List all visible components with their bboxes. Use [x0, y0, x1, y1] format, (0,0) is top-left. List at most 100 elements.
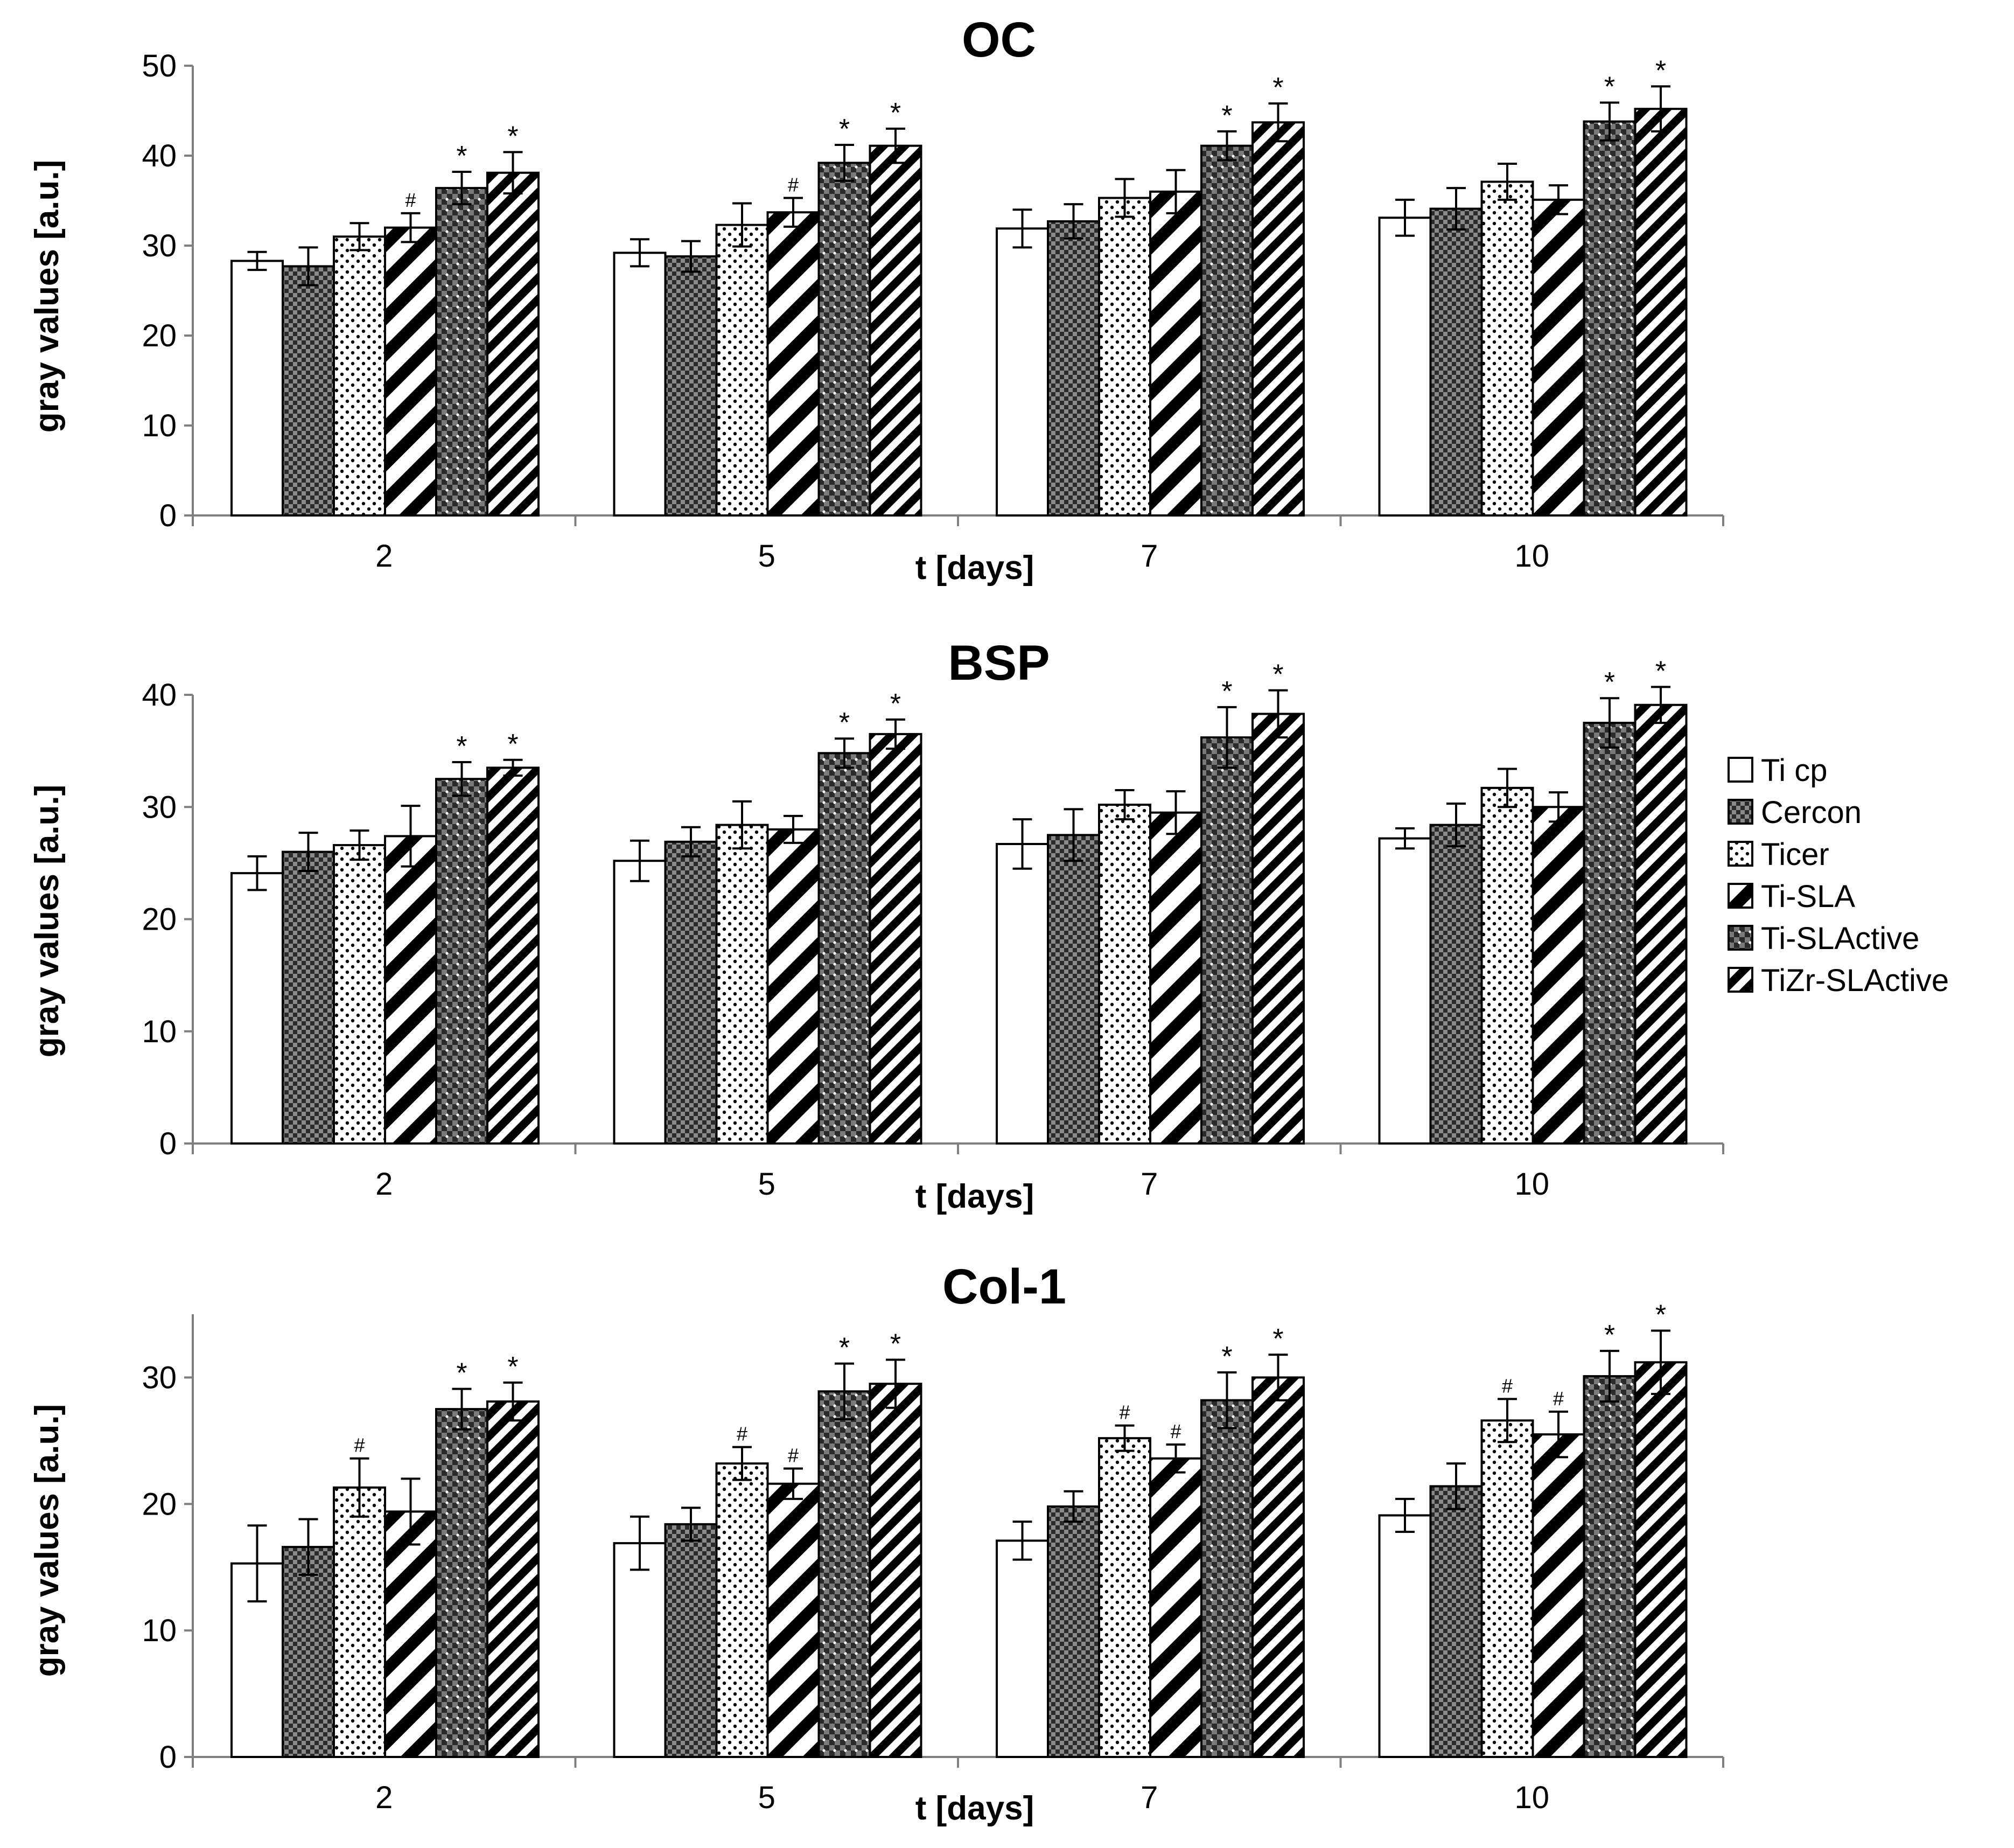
significance-mark-oc-ti-slactive: *	[1604, 71, 1615, 102]
significance-mark-bsp-tizr-slactive: *	[890, 688, 901, 720]
significance-mark-col-1-ticer: #	[1119, 1401, 1130, 1424]
legend-swatch-ti-slactive	[1728, 925, 1753, 951]
bar-oc-tizr-slactive	[869, 144, 922, 517]
significance-mark-col-1-tizr-slactive: *	[507, 1351, 518, 1383]
significance-mark-col-1-ti-slactive: *	[456, 1358, 467, 1389]
significance-mark-bsp-tizr-slactive: *	[1272, 659, 1283, 691]
significance-mark-col-1-ti-sla: #	[1170, 1420, 1181, 1442]
significance-mark-col-1-ti-slactive: *	[839, 1333, 850, 1364]
y-tick-label-col-1: 0	[159, 1740, 177, 1775]
significance-mark-bsp-ti-slactive: *	[1604, 667, 1615, 698]
significance-mark-bsp-ti-slactive: *	[456, 731, 467, 762]
bar-bsp-ti-cp	[996, 842, 1049, 1145]
x-tick-label-col-1: 7	[1141, 1780, 1158, 1815]
plot-area-oc: 0 10 20 30 40 50 2 5 7 10 # # * * * * * * * *	[142, 48, 1724, 574]
bar-oc-ticer	[1098, 197, 1151, 517]
y-tick-label-oc: 20	[142, 318, 177, 353]
bar-oc-ti-sla	[766, 211, 820, 517]
bar-col-1-ticer	[715, 1462, 769, 1758]
x-tick-label-col-1: 2	[375, 1780, 393, 1815]
legend-label-ti-cp: Ti cp	[1761, 753, 1828, 788]
x-tick-label-bsp: 5	[758, 1167, 775, 1202]
x-tick-label-oc: 5	[758, 539, 775, 574]
legend-swatch-ti-sla	[1728, 883, 1753, 909]
bar-bsp-ti-sla	[1532, 806, 1585, 1145]
bar-bsp-ti-sla	[766, 828, 820, 1145]
legend-label-tizr-slactive: TiZr-SLActive	[1761, 963, 1949, 998]
y-tick-label-oc: 0	[159, 498, 177, 533]
y-axis-label-col-1: gray values [a.u.]	[29, 1404, 66, 1677]
legend-label-ti-sla: Ti-SLA	[1761, 879, 1855, 914]
legend-swatch-ticer	[1728, 841, 1753, 867]
legend-item-tizr-slactive: TiZr-SLActive	[1728, 963, 1949, 998]
x-tick-label-bsp: 2	[375, 1167, 393, 1202]
significance-mark-oc-tizr-slactive: *	[1272, 72, 1283, 103]
bar-oc-tizr-slactive	[1634, 108, 1688, 517]
legend-label-ti-slactive: Ti-SLActive	[1761, 921, 1919, 956]
panel-bsp: BSP gray values [a.u.] t [days] 0 10 20 30 4…	[29, 636, 1724, 1215]
bar-col-1-ti-cp	[230, 1562, 284, 1758]
bar-bsp-ticer	[333, 844, 386, 1145]
plot-area-col-1: 0 10 20 30 2 5 7 10 # # # # # # # * * * * * * * *	[142, 1300, 1724, 1815]
legend-swatch-cercon	[1728, 799, 1753, 825]
bar-col-1-ti-cp	[613, 1542, 667, 1758]
panel-col-1: Col-1 gray values [a.u.] t [days] 0 10 20 3…	[29, 1259, 1724, 1827]
y-tick-label-oc: 50	[142, 48, 177, 83]
significance-mark-oc-tizr-slactive: *	[507, 121, 518, 152]
x-axis-label-col-1: t [days]	[915, 1790, 1034, 1827]
significance-mark-col-1-ti-slactive: *	[1221, 1341, 1232, 1372]
significance-mark-bsp-ti-slactive: *	[839, 707, 850, 738]
bar-oc-ti-cp	[996, 227, 1049, 517]
significance-mark-oc-tizr-slactive: *	[1655, 55, 1666, 86]
legend-item-cercon: Cercon	[1728, 795, 1862, 830]
legend-swatch-ti-cp	[1728, 757, 1753, 783]
bar-bsp-ti-sla	[384, 835, 437, 1145]
y-axis-label-bsp: gray values [a.u.]	[29, 785, 66, 1058]
bar-col-1-ti-slactive	[817, 1390, 871, 1759]
legend-item-ti-slactive: Ti-SLActive	[1728, 921, 1919, 956]
significance-mark-col-1-ticer: #	[354, 1434, 365, 1456]
y-tick-label-bsp: 0	[159, 1126, 177, 1161]
bar-col-1-ti-cp	[996, 1539, 1049, 1758]
bar-bsp-ti-cp	[1378, 837, 1432, 1145]
significance-mark-oc-ti-slactive: *	[839, 114, 850, 145]
significance-mark-col-1-tizr-slactive: *	[1272, 1323, 1283, 1355]
bar-bsp-ti-cp	[613, 860, 667, 1145]
bar-oc-tizr-slactive	[1251, 121, 1305, 517]
bar-oc-ti-cp	[230, 260, 284, 517]
bar-bsp-ticer	[1098, 804, 1151, 1145]
bar-col-1-ti-slactive	[1200, 1399, 1254, 1758]
significance-mark-bsp-ti-slactive: *	[1221, 676, 1232, 707]
bar-oc-ticer	[333, 235, 386, 517]
x-tick-label-oc: 7	[1141, 539, 1158, 574]
bar-bsp-ti-slactive	[817, 752, 871, 1145]
legend-item-ti-cp: Ti cp	[1728, 753, 1828, 788]
bar-oc-ti-cp	[1378, 217, 1432, 517]
y-tick-label-oc: 10	[142, 408, 177, 443]
bar-bsp-ti-sla	[1149, 811, 1202, 1145]
significance-mark-bsp-tizr-slactive: *	[507, 729, 518, 760]
bar-oc-ti-cp	[613, 252, 667, 517]
plot-area-bsp: 0 10 20 30 40 2 5 7 10 * * * * * * * *	[142, 655, 1724, 1202]
bar-oc-ti-sla	[1532, 198, 1585, 517]
significance-mark-oc-ti-slactive: *	[1221, 100, 1232, 131]
bar-bsp-cercon	[1047, 834, 1100, 1145]
bar-bsp-cercon	[664, 840, 718, 1145]
bar-col-1-ti-sla	[1532, 1433, 1585, 1758]
significance-mark-oc-ti-sla: #	[405, 189, 416, 211]
significance-mark-oc-ti-sla: #	[788, 173, 799, 196]
x-tick-label-col-1: 10	[1514, 1780, 1549, 1815]
significance-mark-col-1-ti-sla: #	[1553, 1387, 1564, 1410]
x-tick-label-oc: 10	[1514, 539, 1549, 574]
significance-mark-col-1-tizr-slactive: *	[890, 1329, 901, 1360]
bar-bsp-ticer	[715, 824, 769, 1145]
legend-item-ticer: Ticer	[1728, 837, 1829, 872]
bar-bsp-ti-slactive	[1200, 736, 1254, 1145]
y-tick-label-bsp: 30	[142, 790, 177, 825]
bar-bsp-ti-cp	[230, 872, 284, 1145]
bar-oc-cercon	[664, 255, 718, 517]
bar-oc-ti-sla	[384, 226, 437, 517]
bar-oc-ti-slactive	[1583, 120, 1637, 517]
